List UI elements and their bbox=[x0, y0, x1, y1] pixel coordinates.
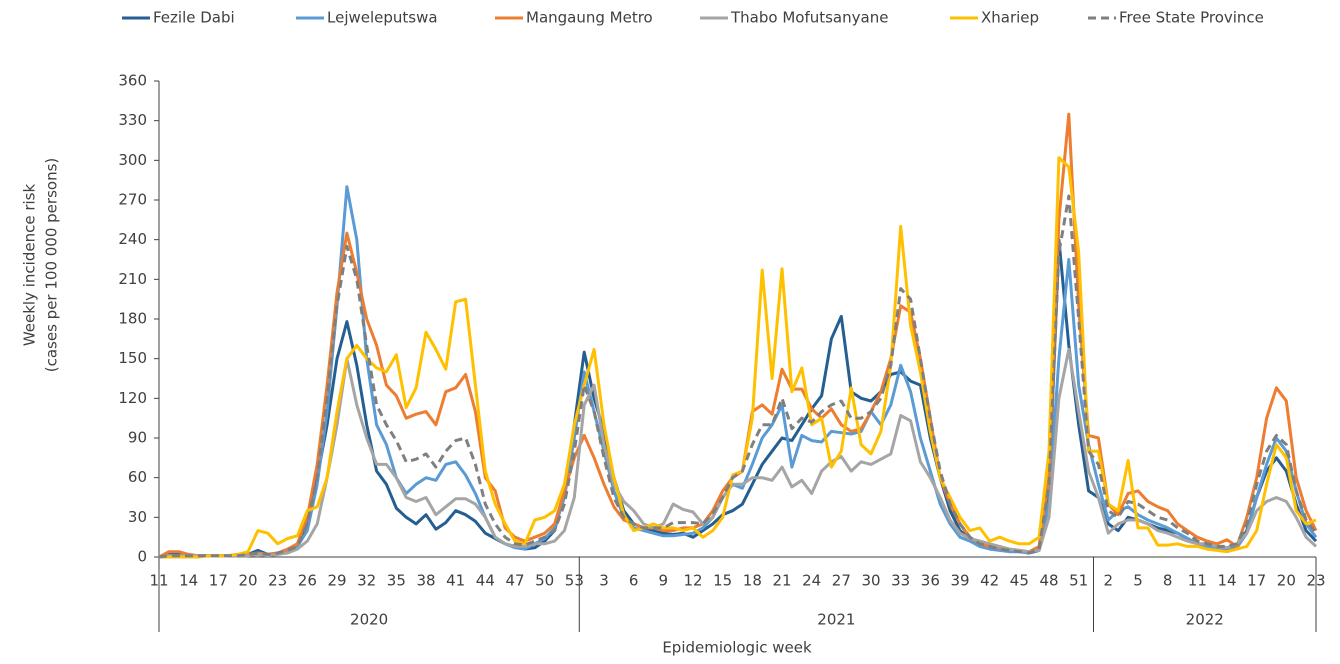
y-tick-label: 120 bbox=[118, 389, 147, 407]
y-tick-label: 90 bbox=[128, 429, 147, 447]
x-tick-label: 20 bbox=[238, 572, 257, 590]
x-tick-label: 41 bbox=[446, 572, 465, 590]
x-tick-label: 3 bbox=[599, 572, 609, 590]
x-tick-label: 51 bbox=[1069, 572, 1088, 590]
y-tick-label: 30 bbox=[128, 508, 147, 526]
legend-label: Fezile Dabi bbox=[153, 9, 235, 27]
x-tick-label: 33 bbox=[891, 572, 910, 590]
x-tick-label: 29 bbox=[327, 572, 346, 590]
x-tick-label: 20 bbox=[1277, 572, 1296, 590]
x-tick-label: 17 bbox=[1247, 572, 1266, 590]
legend-label: Free State Province bbox=[1119, 9, 1264, 27]
x-tick-label: 6 bbox=[629, 572, 639, 590]
series-line bbox=[158, 238, 1318, 559]
x-tick-label: 38 bbox=[416, 572, 435, 590]
x-tick-label: 36 bbox=[921, 572, 940, 590]
x-tick-label: 45 bbox=[1010, 572, 1029, 590]
x-tick-label: 8 bbox=[1163, 572, 1173, 590]
x-tick-label: 15 bbox=[713, 572, 732, 590]
x-tick-label: 47 bbox=[505, 572, 524, 590]
x-tick-label: 14 bbox=[1217, 572, 1236, 590]
y-tick-label: 210 bbox=[118, 270, 147, 288]
x-tick-label: 30 bbox=[861, 572, 880, 590]
x-tick-label: 23 bbox=[268, 572, 287, 590]
x-tick-label: 14 bbox=[179, 572, 198, 590]
y-axis-title: Weekly incidence risk bbox=[21, 184, 39, 347]
y-tick-label: 360 bbox=[118, 72, 147, 90]
x-tick-label: 35 bbox=[387, 572, 406, 590]
x-tick-label: 39 bbox=[950, 572, 969, 590]
x-tick-label: 18 bbox=[743, 572, 762, 590]
y-tick-label: 240 bbox=[118, 230, 147, 248]
x-tick-label: 21 bbox=[772, 572, 791, 590]
series-line bbox=[159, 156, 1317, 559]
x-tick-label: 9 bbox=[659, 572, 669, 590]
series-line bbox=[158, 185, 1318, 559]
y-tick-label: 60 bbox=[128, 468, 147, 486]
x-tick-label: 11 bbox=[1188, 572, 1207, 590]
x-tick-label: 27 bbox=[832, 572, 851, 590]
x-tick-label: 17 bbox=[209, 572, 228, 590]
x-tick-label: 5 bbox=[1133, 572, 1143, 590]
y-tick-label: 0 bbox=[137, 548, 147, 566]
x-tick-label: 24 bbox=[802, 572, 821, 590]
series-line bbox=[158, 194, 1318, 559]
x-tick-label: 2 bbox=[1104, 572, 1114, 590]
x-tick-label: 32 bbox=[357, 572, 376, 590]
legend-label: Xhariep bbox=[981, 9, 1039, 27]
x-group-label: 2022 bbox=[1186, 611, 1224, 629]
legend-label: Lejweleputswa bbox=[327, 9, 438, 27]
x-tick-label: 12 bbox=[683, 572, 702, 590]
y-tick-label: 270 bbox=[118, 191, 147, 209]
x-group-label: 2021 bbox=[817, 611, 855, 629]
y-axis-title: (cases per 100 000 persons) bbox=[43, 158, 61, 372]
y-tick-label: 150 bbox=[118, 349, 147, 367]
x-tick-label: 26 bbox=[298, 572, 317, 590]
legend-label: Thabo Mofutsanyane bbox=[730, 9, 888, 27]
x-axis-title: Epidemiologic week bbox=[662, 639, 812, 657]
x-tick-label: 50 bbox=[535, 572, 554, 590]
y-tick-label: 300 bbox=[118, 151, 147, 169]
legend-label: Mangaung Metro bbox=[526, 9, 653, 27]
x-tick-label: 48 bbox=[1039, 572, 1058, 590]
series-line bbox=[158, 347, 1318, 559]
x-tick-label: 42 bbox=[980, 572, 999, 590]
x-group-label: 2020 bbox=[350, 611, 388, 629]
x-tick-label: 44 bbox=[476, 572, 495, 590]
y-tick-label: 330 bbox=[118, 111, 147, 129]
x-tick-label: 53 bbox=[565, 572, 584, 590]
y-tick-label: 180 bbox=[118, 310, 147, 328]
